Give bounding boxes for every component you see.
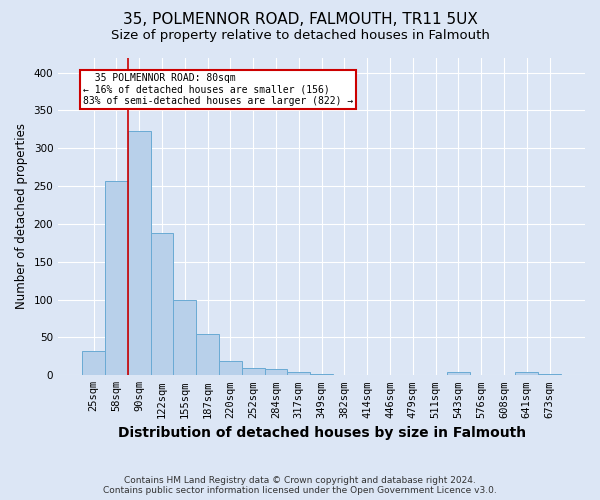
Text: 35, POLMENNOR ROAD, FALMOUTH, TR11 5UX: 35, POLMENNOR ROAD, FALMOUTH, TR11 5UX xyxy=(122,12,478,28)
Text: Size of property relative to detached houses in Falmouth: Size of property relative to detached ho… xyxy=(110,29,490,42)
Text: Contains HM Land Registry data © Crown copyright and database right 2024.
Contai: Contains HM Land Registry data © Crown c… xyxy=(103,476,497,495)
Bar xyxy=(151,233,173,376)
Bar xyxy=(538,374,561,376)
Bar xyxy=(265,370,287,376)
Bar xyxy=(128,131,151,376)
Bar xyxy=(515,372,538,376)
Text: 35 POLMENNOR ROAD: 80sqm  
← 16% of detached houses are smaller (156)
83% of sem: 35 POLMENNOR ROAD: 80sqm ← 16% of detach… xyxy=(83,72,353,106)
Bar xyxy=(219,361,242,376)
Bar xyxy=(356,374,379,376)
Bar xyxy=(379,374,401,376)
Bar xyxy=(333,374,356,376)
Y-axis label: Number of detached properties: Number of detached properties xyxy=(15,124,28,310)
Bar xyxy=(196,334,219,376)
Bar xyxy=(287,372,310,376)
Bar xyxy=(82,351,105,376)
Bar xyxy=(447,372,470,376)
Bar xyxy=(310,374,333,376)
Bar xyxy=(105,181,128,376)
X-axis label: Distribution of detached houses by size in Falmouth: Distribution of detached houses by size … xyxy=(118,426,526,440)
Bar xyxy=(242,368,265,376)
Bar xyxy=(173,300,196,376)
